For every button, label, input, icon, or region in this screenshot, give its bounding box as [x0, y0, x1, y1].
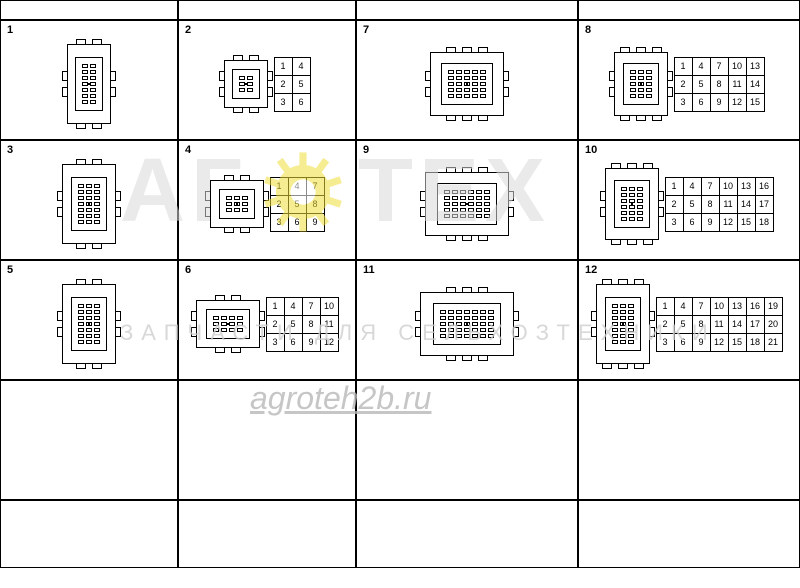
- grid-cell: 11: [356, 260, 578, 380]
- connector-chip: [210, 180, 264, 228]
- cell-content: [361, 145, 573, 255]
- cell-label: 6: [185, 264, 191, 276]
- pin-key-table: 147101325811143691215: [674, 57, 765, 112]
- cell-label: 8: [585, 24, 591, 36]
- cell-label: 2: [185, 24, 191, 36]
- connector-chip: [596, 284, 650, 364]
- grid-cell: 4 147258369: [178, 140, 356, 260]
- cell-content: [361, 25, 573, 135]
- cell-content: [361, 265, 573, 375]
- empty-cell: [178, 380, 356, 500]
- pin-key-table: 142536: [274, 57, 311, 112]
- connector-chip: [62, 164, 116, 244]
- header-cell: [356, 0, 578, 20]
- connector-chip: [425, 172, 509, 236]
- cell-label: 4: [185, 144, 191, 156]
- cell-label: 1: [7, 24, 13, 36]
- cell-content: 147102581136912: [183, 265, 351, 375]
- cell-label: 3: [7, 144, 13, 156]
- cell-label: 9: [363, 144, 369, 156]
- grid-cell: 12 147101316192581114172036912151821: [578, 260, 800, 380]
- grid-cell: 2 142536: [178, 20, 356, 140]
- grid-cell: 8 147101325811143691215: [578, 20, 800, 140]
- header-cell: [0, 0, 178, 20]
- grid-cell: 10 147101316258111417369121518: [578, 140, 800, 260]
- grid-cell: 3: [0, 140, 178, 260]
- header-cell: [178, 0, 356, 20]
- empty-cell: [356, 380, 578, 500]
- cell-content: [5, 265, 173, 375]
- pin-key-table: 147102581136912: [266, 297, 339, 352]
- connector-chip: [605, 168, 659, 240]
- cell-label: 11: [363, 264, 375, 276]
- grid-cell: 5: [0, 260, 178, 380]
- cell-content: 142536: [183, 25, 351, 135]
- cell-content: [5, 25, 173, 135]
- connector-chip: [67, 44, 111, 124]
- connector-chip: [614, 52, 668, 116]
- cell-label: 5: [7, 264, 13, 276]
- connector-chip: [430, 52, 504, 116]
- pin-key-table: 147101316192581114172036912151821: [656, 297, 783, 352]
- pin-key-table: 147101316258111417369121518: [665, 177, 774, 232]
- cell-content: 147101316192581114172036912151821: [583, 265, 795, 375]
- connector-grid: 1214253678147101325811143691215341472583…: [0, 0, 800, 588]
- cell-content: 147101316258111417369121518: [583, 145, 795, 255]
- cell-label: 7: [363, 24, 369, 36]
- empty-cell: [578, 500, 800, 568]
- empty-cell: [178, 500, 356, 568]
- empty-cell: [356, 500, 578, 568]
- cell-label: 12: [585, 264, 597, 276]
- cell-content: 147258369: [183, 145, 351, 255]
- empty-cell: [0, 500, 178, 568]
- connector-chip: [420, 292, 514, 356]
- connector-chip: [196, 300, 260, 348]
- grid-cell: 6 147102581136912: [178, 260, 356, 380]
- grid-cell: 1: [0, 20, 178, 140]
- pin-key-table: 147258369: [270, 177, 325, 232]
- empty-cell: [578, 380, 800, 500]
- cell-label: 10: [585, 144, 597, 156]
- cell-content: 147101325811143691215: [583, 25, 795, 135]
- grid-cell: 9: [356, 140, 578, 260]
- empty-cell: [0, 380, 178, 500]
- header-cell: [578, 0, 800, 20]
- connector-chip: [62, 284, 116, 364]
- cell-content: [5, 145, 173, 255]
- grid-cell: 7: [356, 20, 578, 140]
- connector-chip: [224, 60, 268, 108]
